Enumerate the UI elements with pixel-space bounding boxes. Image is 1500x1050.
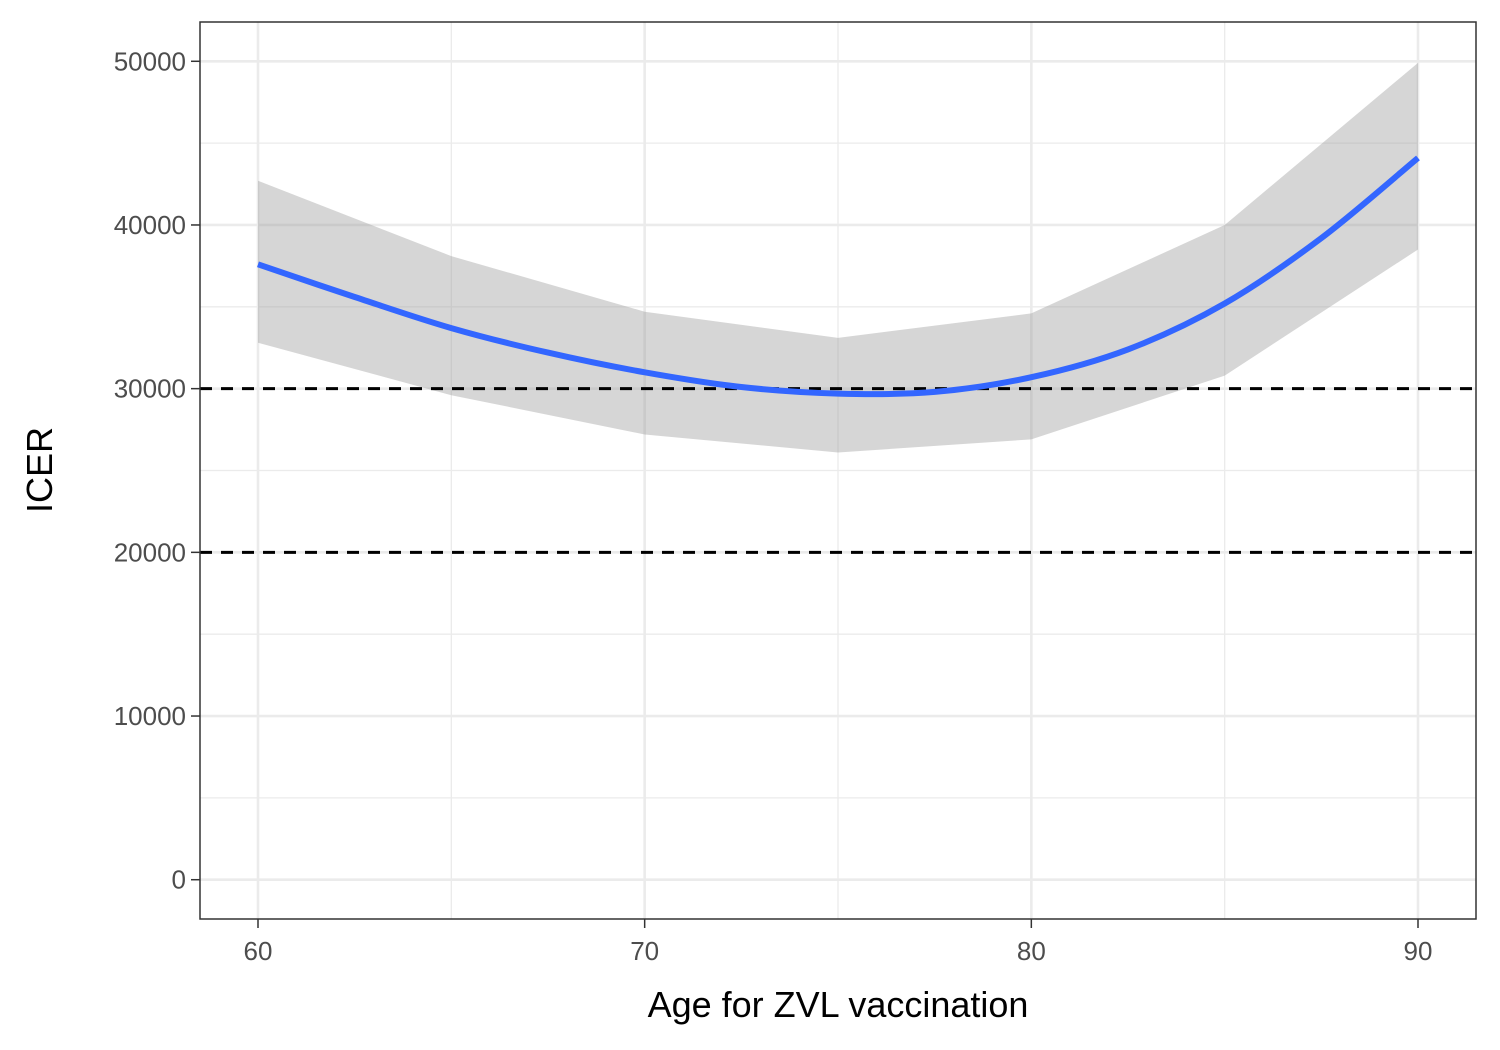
panel-border xyxy=(199,21,1477,920)
grid-minor xyxy=(200,22,1476,919)
y-tick-label: 10000 xyxy=(114,701,186,731)
series-layer xyxy=(257,155,1420,398)
x-axis-title: Age for ZVL vaccination xyxy=(648,984,1029,1025)
reference-lines xyxy=(200,387,1476,554)
y-tick-label: 40000 xyxy=(114,210,186,240)
x-tick-label: 80 xyxy=(1017,936,1046,966)
y-axis-ticks: 0 10000 20000 30000 40000 50000 xyxy=(114,46,200,895)
y-axis-title: ICER xyxy=(19,427,60,513)
y-tick-label: 0 xyxy=(172,865,186,895)
x-axis-ticks: 60 70 80 90 xyxy=(244,919,1433,966)
series-line xyxy=(257,155,1420,398)
x-tick-label: 60 xyxy=(244,936,273,966)
y-tick-label: 20000 xyxy=(114,537,186,567)
y-tick-label: 50000 xyxy=(114,46,186,76)
y-tick-label: 30000 xyxy=(114,374,186,404)
x-tick-label: 70 xyxy=(630,936,659,966)
x-tick-label: 90 xyxy=(1404,936,1433,966)
